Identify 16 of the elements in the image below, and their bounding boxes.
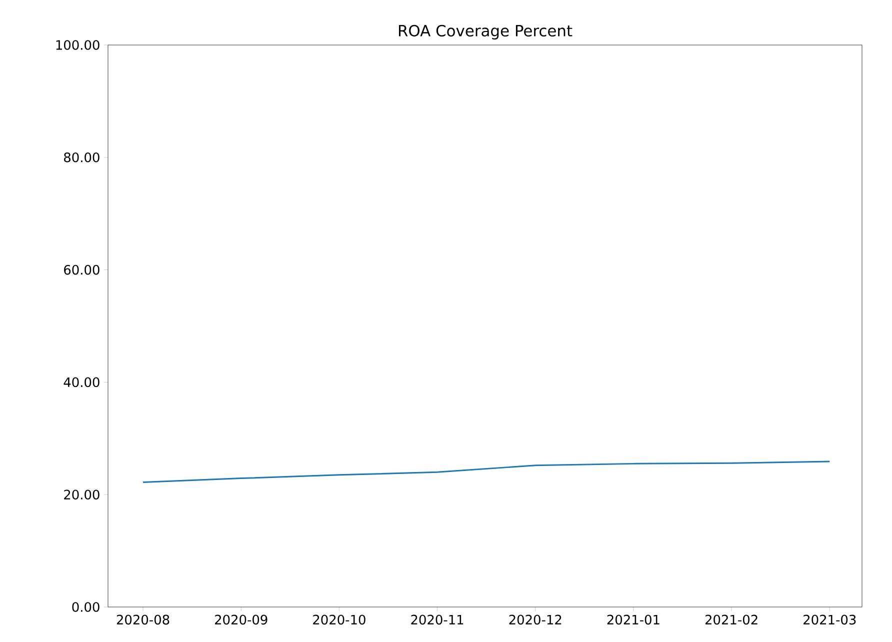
y-tick-label: 60.00 bbox=[64, 264, 100, 275]
x-tick-label: 2021-03 bbox=[804, 614, 856, 625]
x-tick-label: 2020-12 bbox=[509, 614, 562, 625]
x-tick-label: 2020-11 bbox=[411, 614, 464, 625]
x-tick-label: 2020-09 bbox=[215, 614, 268, 625]
chart-title: ROA Coverage Percent bbox=[398, 24, 572, 40]
line-series bbox=[142, 460, 830, 483]
x-tick-label: 2020-08 bbox=[116, 614, 170, 625]
y-tick-label: 20.00 bbox=[64, 490, 100, 500]
y-tick-label: 0.00 bbox=[72, 602, 100, 612]
x-tick-label: 2020-10 bbox=[313, 614, 366, 625]
y-tick-label: 80.00 bbox=[64, 152, 100, 162]
x-tick-label: 2021-02 bbox=[705, 614, 758, 625]
x-tick-label: 2021-01 bbox=[607, 614, 660, 625]
y-tick-label: 40.00 bbox=[64, 377, 100, 388]
y-tick-label: 100.00 bbox=[56, 40, 100, 50]
